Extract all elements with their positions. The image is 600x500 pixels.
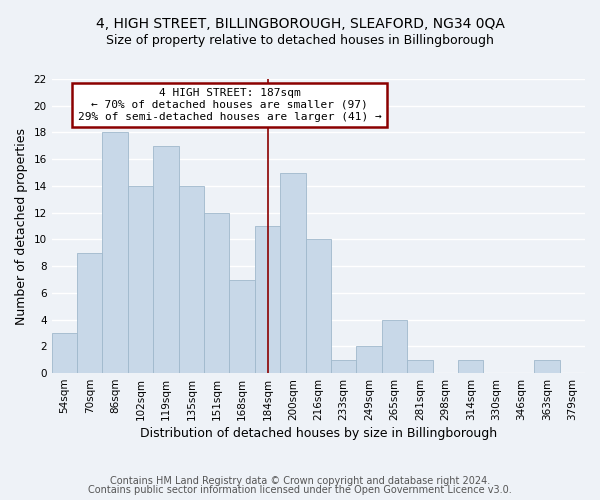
Bar [229, 280, 255, 373]
Bar [204, 212, 229, 373]
Text: 4 HIGH STREET: 187sqm
← 70% of detached houses are smaller (97)
29% of semi-deta: 4 HIGH STREET: 187sqm ← 70% of detached … [77, 88, 382, 122]
X-axis label: Distribution of detached houses by size in Billingborough: Distribution of detached houses by size … [140, 427, 497, 440]
Bar [458, 360, 484, 373]
Bar [356, 346, 382, 373]
Bar [331, 360, 356, 373]
Bar [534, 360, 560, 373]
Bar [382, 320, 407, 373]
Y-axis label: Number of detached properties: Number of detached properties [15, 128, 28, 324]
Bar [52, 333, 77, 373]
Bar [280, 172, 305, 373]
Bar [407, 360, 433, 373]
Text: Contains HM Land Registry data © Crown copyright and database right 2024.: Contains HM Land Registry data © Crown c… [110, 476, 490, 486]
Text: 4, HIGH STREET, BILLINGBOROUGH, SLEAFORD, NG34 0QA: 4, HIGH STREET, BILLINGBOROUGH, SLEAFORD… [95, 18, 505, 32]
Bar [103, 132, 128, 373]
Bar [77, 253, 103, 373]
Text: Contains public sector information licensed under the Open Government Licence v3: Contains public sector information licen… [88, 485, 512, 495]
Bar [153, 146, 179, 373]
Bar [255, 226, 280, 373]
Bar [128, 186, 153, 373]
Bar [305, 240, 331, 373]
Bar [179, 186, 204, 373]
Text: Size of property relative to detached houses in Billingborough: Size of property relative to detached ho… [106, 34, 494, 47]
